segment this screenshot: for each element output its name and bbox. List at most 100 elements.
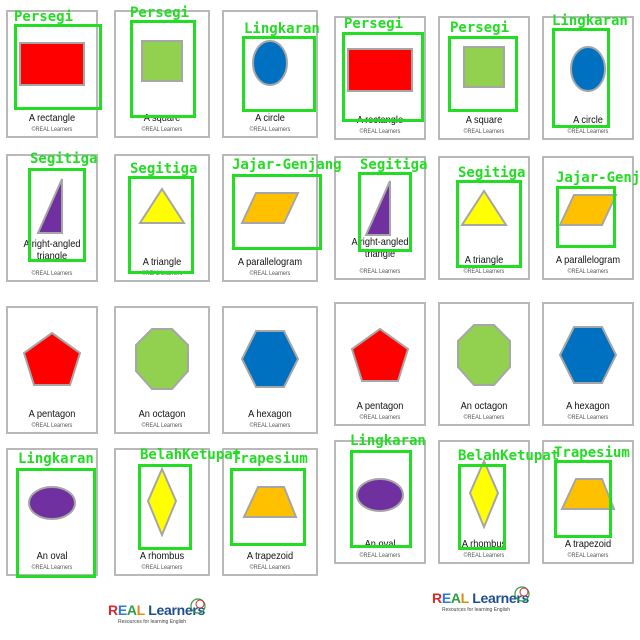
card-caption: An octagon (460, 400, 508, 412)
card-copyright: ©REAL Learners (359, 553, 401, 559)
card-copyright: ©REAL Learners (567, 269, 609, 275)
detection-label: Segitiga (360, 157, 428, 173)
hexagon-shape-icon (558, 325, 618, 384)
card-copyright: ©REAL Learners (249, 127, 291, 133)
card-copyright: ©REAL Learners (249, 565, 291, 571)
flashcard-hexagon: A hexagon ©REAL Learners (222, 306, 318, 434)
rectangle-shape-icon (19, 42, 85, 87)
flashcard-octagon: An octagon ©REAL Learners (114, 306, 210, 434)
logo-swirl-icon (514, 586, 530, 602)
card-caption: A parallelogram (555, 254, 621, 266)
detection-label: Lingkaran (244, 21, 320, 37)
detection-label: Trapesium (232, 451, 308, 467)
detection-label: Persegi (450, 20, 510, 36)
card-copyright: ©REAL Learners (567, 415, 609, 421)
card-copyright: ©REAL Learners (249, 423, 291, 429)
flashcard-triangle: A triangle ©REAL Learners (438, 156, 530, 280)
card-caption-line: A right-angled (23, 238, 81, 250)
trapezoid-shape-icon (560, 477, 616, 510)
card-copyright: ©REAL Learners (141, 423, 183, 429)
detection-box (448, 36, 518, 112)
card-caption: A hexagon (248, 408, 292, 420)
circle-shape-icon (252, 40, 288, 87)
oval-shape-icon (28, 486, 76, 521)
triangle-shape-icon (138, 187, 186, 225)
card-copyright: ©REAL Learners (31, 565, 73, 571)
card-caption: A triangle (142, 256, 182, 268)
detection-box (458, 464, 506, 550)
detection-box (554, 460, 612, 538)
detection-box (16, 468, 96, 578)
card-copyright: ©REAL Learners (463, 269, 505, 275)
flashcard-circle: A circle ©REAL Learners (542, 16, 634, 140)
circle-shape-icon (570, 45, 606, 92)
rectangle-shape-icon (347, 47, 413, 92)
detection-label: Lingkaran (18, 451, 94, 467)
trapezoid-shape-icon (242, 486, 298, 519)
detection-box (138, 464, 192, 550)
detection-label: Segitiga (130, 161, 198, 177)
card-caption: A trapezoid (246, 550, 294, 562)
flashcard-circle: A circle ©REAL Learners (222, 10, 318, 138)
card-copyright: ©REAL Learners (249, 271, 291, 277)
flashcard-hexagon: A hexagon ©REAL Learners (542, 302, 634, 426)
triangle-shape-icon (460, 189, 508, 226)
flashcard-pentagon: A pentagon ©REAL Learners (334, 302, 426, 426)
card-copyright: ©REAL Learners (463, 553, 505, 559)
parallelogram-shape-icon (558, 193, 618, 226)
flashcard-rectangle: A rectangle ©REAL Learners (6, 10, 98, 138)
logo-tagline: Resources for learning English (118, 619, 187, 625)
right-triangle-shape-icon (364, 180, 391, 236)
card-copyright: ©REAL Learners (31, 127, 73, 133)
detection-label: BelahKetupat (140, 447, 242, 463)
detection-label: Jajar-Genjang (232, 157, 342, 173)
pentagon-shape-icon (22, 332, 82, 387)
card-caption: An octagon (138, 408, 186, 420)
card-caption: A rectangle (28, 112, 76, 124)
detection-label: Segitiga (458, 165, 526, 181)
octagon-shape-icon (457, 323, 511, 386)
detection-box (14, 24, 102, 110)
flashcard-rhombus: A rhombus ©REAL Learners (114, 448, 210, 576)
card-caption: A pentagon (28, 408, 76, 420)
detection-label: Persegi (130, 5, 190, 21)
card-copyright: ©REAL Learners (141, 271, 183, 277)
card-caption: A square (465, 114, 503, 126)
detection-label: Persegi (344, 16, 404, 32)
card-caption: A rhombus (139, 550, 185, 562)
oval-shape-icon (356, 477, 404, 512)
card-caption: A triangle (464, 254, 504, 266)
detection-box (128, 176, 194, 274)
detection-label: Persegi (14, 9, 74, 25)
detection-label: Trapesium (554, 445, 630, 461)
octagon-shape-icon (135, 328, 189, 391)
detection-box (242, 36, 316, 112)
logo-tagline: Resources for learning English (442, 607, 511, 613)
detection-label: Lingkaran (552, 13, 628, 29)
card-caption: A trapezoid (564, 538, 612, 550)
card-caption: A circle (573, 114, 603, 126)
detection-label: Lingkaran (350, 433, 426, 449)
card-copyright: ©REAL Learners (359, 269, 401, 275)
detection-box (230, 468, 306, 546)
card-copyright: ©REAL Learners (359, 129, 401, 135)
square-shape-icon (141, 40, 183, 83)
card-copyright: ©REAL Learners (567, 129, 609, 135)
detection-box (232, 174, 322, 250)
card-copyright: ©REAL Learners (463, 415, 505, 421)
card-copyright: ©REAL Learners (31, 271, 73, 277)
card-copyright: ©REAL Learners (567, 553, 609, 559)
right-triangle-shape-icon (36, 178, 63, 235)
flashcard-rhombus: A rhombus ©REAL Learners (438, 440, 530, 564)
flashcard-octagon: An octagon ©REAL Learners (438, 302, 530, 426)
real-learners-logo-right: REAL Learners Resources for learning Eng… (432, 584, 552, 624)
flashcard-pentagon: A pentagon ©REAL Learners (6, 306, 98, 434)
detection-box (556, 186, 616, 248)
square-shape-icon (463, 45, 505, 88)
card-caption: A pentagon (356, 400, 404, 412)
pentagon-shape-icon (350, 327, 410, 382)
card-caption: A hexagon (566, 400, 610, 412)
card-caption: An oval (36, 550, 68, 562)
detection-box (342, 32, 424, 122)
logo-swirl-icon (190, 598, 206, 614)
